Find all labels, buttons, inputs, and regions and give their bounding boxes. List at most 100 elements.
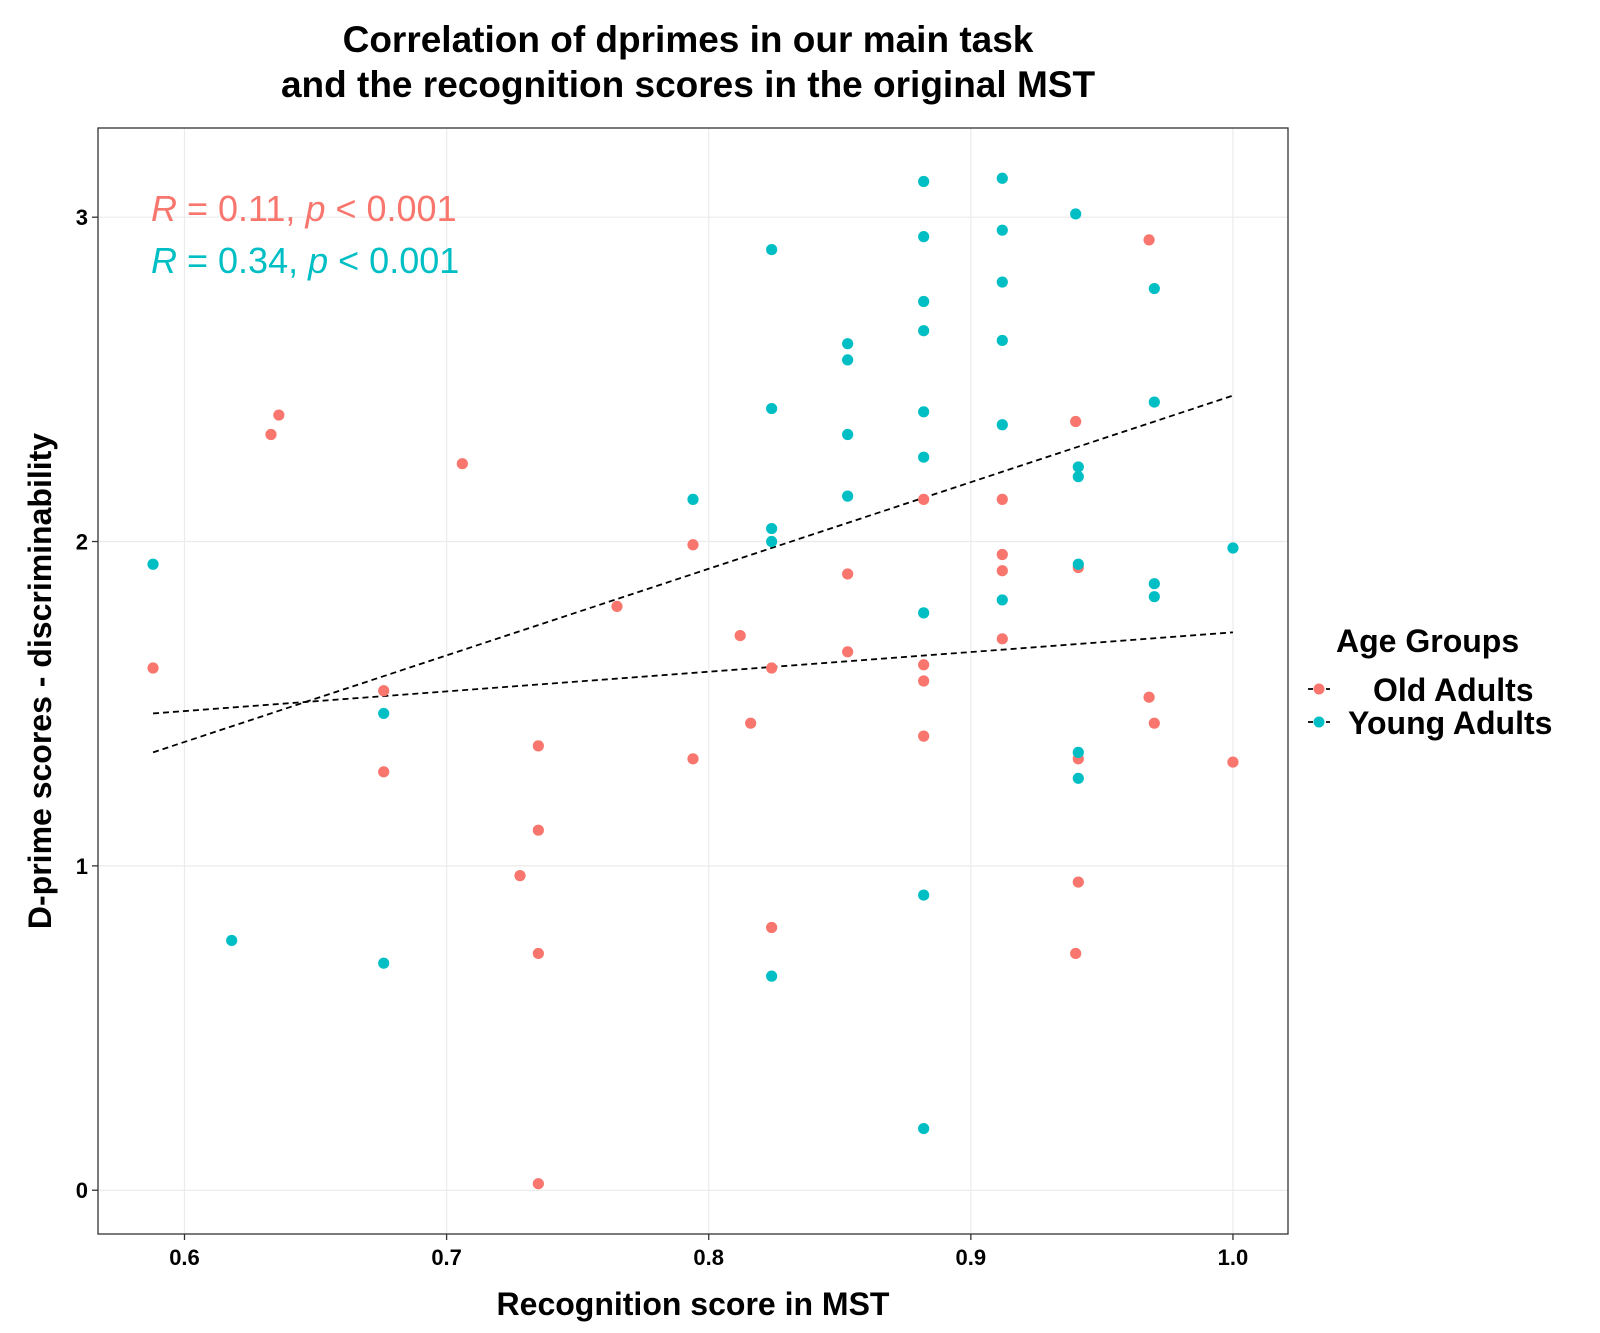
grid-lines <box>98 128 1288 1234</box>
data-point <box>514 870 526 882</box>
data-point <box>687 539 699 551</box>
data-point <box>918 175 930 188</box>
data-point <box>918 451 930 463</box>
stat-p-value-young: < 0.001 <box>328 240 459 281</box>
x-tick-label: 0.6 <box>169 1245 200 1270</box>
y-tick-label: 2 <box>76 530 88 555</box>
data-point <box>226 934 238 947</box>
x-tick-label: 0.9 <box>956 1245 987 1270</box>
y-tick-label: 1 <box>76 854 88 879</box>
data-point <box>147 558 159 570</box>
data-point <box>766 522 778 535</box>
chart-title-line-1: Correlation of dprimes in our main task <box>343 19 1034 60</box>
data-point <box>378 685 390 697</box>
data-point <box>1148 578 1160 590</box>
data-point <box>918 607 930 619</box>
data-point <box>1072 471 1084 483</box>
stat-r-value-young: = 0.34, <box>177 240 308 281</box>
y-tick-label: 0 <box>76 1178 88 1203</box>
data-point <box>734 629 746 642</box>
data-point <box>996 594 1008 606</box>
stat-p-label-old: p <box>304 188 325 229</box>
stat-r-label-young: R <box>151 240 177 281</box>
data-point <box>996 419 1008 431</box>
x-tick-label: 0.8 <box>693 1245 724 1270</box>
stat-annotation-young-adults: R = 0.34, p < 0.001 <box>151 240 459 281</box>
data-point <box>766 921 778 934</box>
data-point <box>1143 234 1155 246</box>
data-point <box>918 493 930 505</box>
x-axis-title: Recognition score in MST <box>497 1286 890 1322</box>
data-point <box>687 753 699 765</box>
data-point <box>918 325 930 337</box>
data-point <box>611 600 623 613</box>
data-point <box>842 646 854 658</box>
series-old-adults <box>147 234 1239 1190</box>
data-point <box>996 224 1008 236</box>
data-point <box>918 1122 930 1135</box>
data-point <box>996 633 1008 645</box>
stat-r-value-old: = 0.11, <box>177 188 305 229</box>
data-point <box>996 493 1008 505</box>
data-point <box>842 568 854 580</box>
x-axis-ticks: 0.6 0.7 0.8 0.9 1.0 <box>169 1234 1248 1270</box>
data-point <box>1148 717 1160 729</box>
data-point <box>1072 876 1084 888</box>
data-point <box>766 244 778 256</box>
data-point <box>1148 591 1160 603</box>
data-point <box>842 338 854 350</box>
data-point <box>532 947 544 960</box>
data-point <box>1070 415 1082 428</box>
data-point <box>842 354 854 366</box>
data-point <box>766 535 778 548</box>
data-point <box>1072 558 1084 570</box>
stat-p-value-old: < 0.001 <box>325 188 456 229</box>
legend-title: Age Groups <box>1336 623 1519 659</box>
legend-label-young-adults: Young Adults <box>1348 705 1552 741</box>
data-point <box>918 295 930 308</box>
y-axis-title: D-prime scores - discriminability <box>22 433 58 929</box>
data-point <box>265 428 277 441</box>
data-point <box>378 766 390 778</box>
data-point <box>842 428 854 441</box>
chart-title-line-2: and the recognition scores in the origin… <box>281 64 1095 105</box>
data-point <box>918 675 930 687</box>
data-point <box>996 565 1008 577</box>
data-point <box>1072 746 1084 758</box>
data-point <box>147 662 159 674</box>
data-point <box>1227 542 1239 554</box>
trend-lines <box>152 394 1234 754</box>
series-young-adults <box>147 172 1239 1135</box>
data-point <box>1070 208 1082 220</box>
data-point <box>687 493 699 505</box>
data-point <box>1072 772 1084 784</box>
data-point <box>918 406 930 418</box>
data-point <box>918 889 930 901</box>
stat-p-label-young: p <box>307 240 328 281</box>
data-point <box>378 957 390 969</box>
data-point <box>1070 947 1082 960</box>
data-point <box>996 172 1008 184</box>
data-point <box>1148 282 1160 295</box>
data-point <box>273 409 285 421</box>
data-point <box>745 717 757 729</box>
legend-label-old-adults: Old Adults <box>1373 672 1534 708</box>
data-point <box>918 231 930 243</box>
plot-border <box>97 127 1289 1235</box>
data-point <box>766 662 778 674</box>
data-point <box>532 824 544 836</box>
data-point <box>1227 756 1239 768</box>
x-tick-label: 0.7 <box>431 1245 462 1270</box>
trend-line-old-adults <box>152 631 1234 715</box>
y-tick-label: 3 <box>76 205 88 230</box>
legend-key-dot-young <box>1313 716 1325 728</box>
y-axis-ticks: 0 1 2 3 <box>76 205 98 1203</box>
legend-key-dot-old <box>1313 683 1325 695</box>
data-point <box>918 730 930 742</box>
data-point <box>456 458 468 470</box>
data-point <box>842 490 854 502</box>
x-tick-label: 1.0 <box>1218 1245 1249 1270</box>
data-point <box>918 659 930 671</box>
plot-background <box>98 128 1288 1234</box>
